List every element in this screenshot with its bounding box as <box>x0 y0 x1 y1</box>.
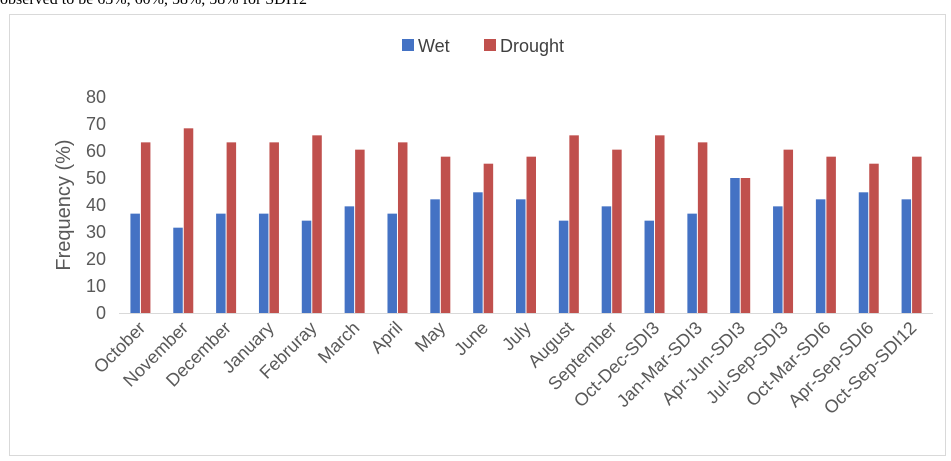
y-tick-label: 30 <box>86 222 106 242</box>
legend-label-wet: Wet <box>418 36 450 56</box>
wet-bar <box>901 199 912 313</box>
drought-bar <box>740 178 751 313</box>
wet-bar <box>601 206 612 313</box>
wet-bar <box>687 213 697 313</box>
bars <box>130 128 922 313</box>
drought-bar <box>526 156 536 313</box>
drought-bar <box>826 156 836 313</box>
y-tick-label: 50 <box>86 168 106 188</box>
drought-bar <box>869 163 879 313</box>
y-tick-label: 10 <box>86 276 106 296</box>
drought-bar <box>569 135 579 313</box>
wet-bar <box>516 199 526 313</box>
drought-bar <box>783 149 794 313</box>
clipped-body-text: observed to be 63%, 60%, 58%, 58% for SD… <box>0 0 307 9</box>
y-tick-label: 60 <box>86 141 106 161</box>
y-tick-label: 70 <box>86 114 106 134</box>
wet-bar <box>858 192 869 313</box>
wet-bar <box>730 178 740 313</box>
legend: Wet Drought <box>402 36 564 56</box>
drought-bar <box>697 142 708 313</box>
wet-bar <box>558 220 569 313</box>
drought-bar <box>140 142 151 313</box>
x-tick-label: June <box>450 318 492 360</box>
y-axis: 0 10 20 30 40 50 60 70 80 Frequency (%) <box>53 87 106 323</box>
legend-swatch-drought <box>484 39 496 51</box>
x-tick-label: March <box>314 318 364 368</box>
wet-bar <box>301 220 312 313</box>
drought-bar <box>612 149 622 313</box>
x-tick-label: April <box>367 318 407 358</box>
legend-swatch-wet <box>402 39 414 51</box>
drought-bar <box>183 128 194 313</box>
x-tick-label: May <box>411 318 449 356</box>
drought-bar <box>269 142 279 313</box>
wet-bar <box>815 199 826 313</box>
drought-bar <box>397 142 408 313</box>
y-tick-label: 80 <box>86 87 106 107</box>
wet-bar <box>430 199 440 313</box>
wet-bar <box>773 206 783 313</box>
wet-bar <box>258 213 269 313</box>
drought-bar <box>440 156 451 313</box>
y-tick-label: 20 <box>86 249 106 269</box>
wet-bar <box>644 220 655 313</box>
y-tick-label: 0 <box>96 303 106 323</box>
y-tick-label: 40 <box>86 195 106 215</box>
wet-bar <box>130 213 140 313</box>
wet-bar <box>387 213 397 313</box>
drought-bar <box>483 163 494 313</box>
wet-bar <box>344 206 355 313</box>
x-tick-label: July <box>498 318 535 355</box>
wet-bar <box>216 213 226 313</box>
drought-bar <box>912 156 922 313</box>
y-axis-label: Frequency (%) <box>53 139 75 270</box>
drought-bar <box>312 135 322 313</box>
drought-bar <box>655 135 665 313</box>
x-axis: OctoberNovemberDecemberJanuaryFebrurayMa… <box>90 313 933 418</box>
drought-bar <box>355 149 365 313</box>
wet-bar <box>473 192 483 313</box>
legend-label-drought: Drought <box>500 36 564 56</box>
drought-bar <box>226 142 237 313</box>
wet-bar <box>173 227 183 313</box>
chart-frame <box>9 14 946 456</box>
